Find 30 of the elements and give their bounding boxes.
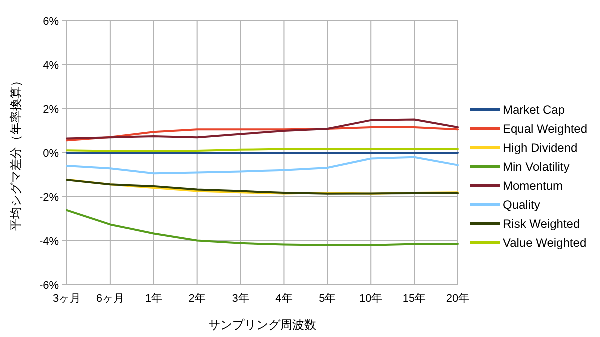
- y-axis-title: 平均シグマ差分（年率換算）: [9, 75, 23, 231]
- legend-label: Value Weighted: [503, 236, 587, 250]
- legend-label: Risk Weighted: [503, 217, 580, 232]
- y-tick-label: -4%: [39, 236, 60, 248]
- legend-label: Quality: [503, 198, 540, 212]
- x-tick-label: 10年: [359, 293, 383, 305]
- y-tick-label: -2%: [39, 192, 60, 204]
- x-tick-label: 4年: [276, 293, 293, 305]
- x-tick-label: 15年: [402, 293, 426, 305]
- x-tick-label: 3ヶ月: [52, 293, 82, 305]
- x-tick-label: 5年: [319, 293, 336, 305]
- y-tick-label: 2%: [43, 104, 60, 116]
- x-tick-label: 3年: [232, 293, 250, 305]
- x-tick-label: 20年: [446, 293, 470, 305]
- x-tick-label: 2年: [188, 293, 206, 305]
- legend-label: Equal Weighted: [503, 122, 588, 136]
- y-tick-label: -6%: [39, 280, 60, 292]
- y-tick-label: 6%: [43, 16, 60, 28]
- legend-label: Momentum: [503, 179, 564, 194]
- x-axis-title: サンプリング周波数: [208, 318, 316, 332]
- legend-label: High Dividend: [503, 141, 578, 156]
- x-tick-label: 6ヶ月: [96, 293, 125, 305]
- line-series: [66, 118, 459, 140]
- legend-label: Min Volatility: [503, 160, 570, 174]
- legend-label: Market Cap: [503, 103, 566, 118]
- line-series: [66, 156, 459, 175]
- line-series: [66, 126, 459, 142]
- y-tick-label: 4%: [43, 60, 60, 72]
- x-tick-label: 1年: [145, 293, 162, 305]
- y-tick-label: 0%: [43, 148, 60, 160]
